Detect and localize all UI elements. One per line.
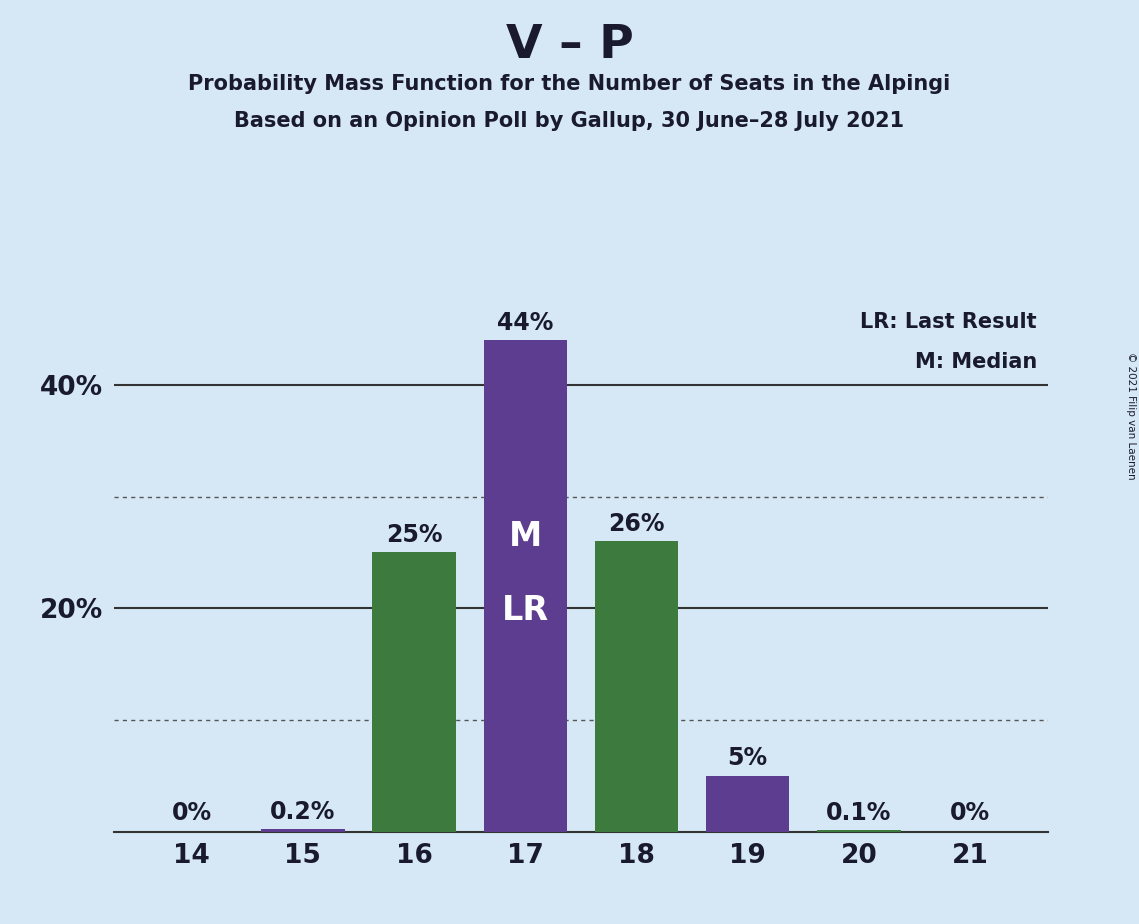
Bar <box>595 541 678 832</box>
Text: LR: LR <box>502 594 549 627</box>
Text: 0%: 0% <box>172 801 212 825</box>
Text: M: Median: M: Median <box>915 351 1036 371</box>
Text: 5%: 5% <box>728 747 768 771</box>
Text: 0.1%: 0.1% <box>826 801 892 825</box>
Bar <box>706 776 789 832</box>
Text: V – P: V – P <box>506 23 633 68</box>
Text: © 2021 Filip van Laenen: © 2021 Filip van Laenen <box>1126 352 1136 480</box>
Text: 25%: 25% <box>386 523 442 547</box>
Bar <box>817 831 901 832</box>
Text: 0.2%: 0.2% <box>270 800 336 824</box>
Bar <box>372 553 456 832</box>
Bar <box>261 830 345 832</box>
Text: 0%: 0% <box>950 801 990 825</box>
Text: Probability Mass Function for the Number of Seats in the Alpingi: Probability Mass Function for the Number… <box>188 74 951 94</box>
Bar <box>484 340 567 832</box>
Text: 44%: 44% <box>497 310 554 334</box>
Text: 26%: 26% <box>608 512 665 536</box>
Text: LR: Last Result: LR: Last Result <box>860 312 1036 333</box>
Text: M: M <box>509 520 542 553</box>
Text: Based on an Opinion Poll by Gallup, 30 June–28 July 2021: Based on an Opinion Poll by Gallup, 30 J… <box>235 111 904 131</box>
